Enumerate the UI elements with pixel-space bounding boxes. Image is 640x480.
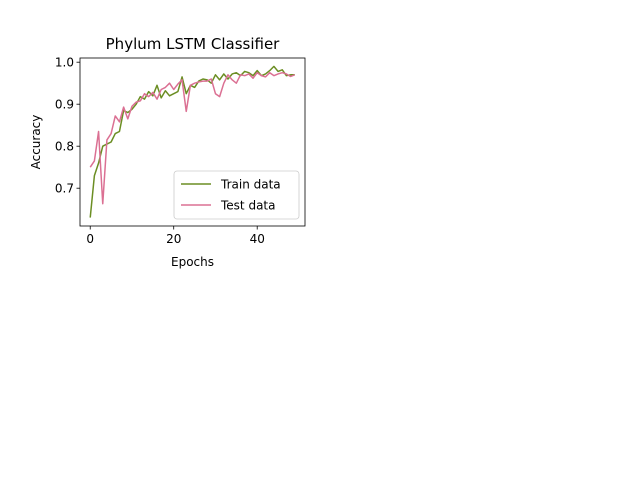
y-tick-label: 0.8 (55, 140, 74, 154)
chart-title: Phylum LSTM Classifier (106, 35, 281, 53)
axes-frame (79, 57, 306, 227)
y-tick-label: 0.7 (55, 182, 74, 196)
x-tick-label: 20 (166, 232, 181, 246)
legend-label-train: Train data (220, 178, 281, 192)
x-tick-label: 40 (250, 232, 265, 246)
legend: Train data Test data (173, 170, 300, 220)
y-axis-label: Accuracy (29, 115, 43, 170)
y-tick-label: 0.9 (55, 98, 74, 112)
series-layer (89, 65, 296, 218)
legend-box (173, 170, 300, 220)
y-tick-label: 1.0 (55, 56, 74, 70)
series-line-test-data (89, 71, 296, 205)
x-axis-ticks: 0 20 40 (86, 226, 265, 246)
y-axis-ticks: 0.7 0.8 0.9 1.0 (55, 56, 80, 196)
legend-label-test: Test data (220, 199, 275, 213)
x-tick-label: 0 (86, 232, 94, 246)
x-axis-label: Epochs (171, 255, 214, 269)
